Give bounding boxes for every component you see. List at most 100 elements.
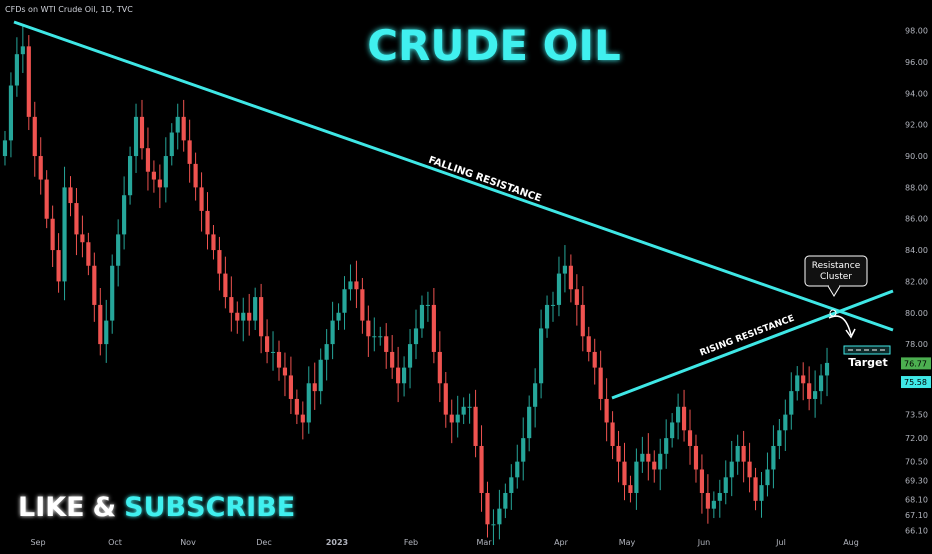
candle-body [664,438,669,454]
candle-body [795,375,800,392]
candle-body [300,414,305,423]
candle [741,430,746,483]
candle-body [437,351,442,384]
candle-body [50,218,55,251]
candle [122,176,127,250]
candle-body [211,234,216,251]
time-axis: Sep Oct Nov Dec 2023 Feb Mar Apr May Jun Jul Aug [30,538,858,547]
candle [187,119,192,183]
candle [312,362,317,410]
candle [110,254,115,334]
candle [288,356,293,414]
candle [223,256,228,309]
candle-body [68,187,73,204]
candle [80,215,85,258]
candle-body [491,524,496,526]
candle [193,152,198,201]
candle [354,260,359,309]
candle-body [550,304,556,306]
candle-body [366,320,371,337]
candle-body [527,406,532,439]
candle [169,123,174,166]
candle [789,372,794,430]
candle-body [193,163,198,188]
candle-body [473,406,478,446]
candle [318,348,323,405]
candle-body [455,414,460,423]
candle [676,393,681,440]
candle [622,442,627,501]
price-tick-label: 80.00 [905,309,928,318]
candle [550,291,556,322]
candle [407,329,413,389]
candle-body [217,250,222,274]
candle-body [807,383,812,399]
candle [610,411,615,460]
candle [270,331,276,371]
time-tick-label: Mar [476,538,492,547]
candle [360,277,365,334]
candle [300,401,305,440]
candle-body [312,383,317,392]
price-tick-label: 67.10 [905,511,928,520]
candle-body [467,406,472,408]
candle [330,301,335,360]
candle [217,236,222,291]
candle [205,192,210,250]
symbol-header: CFDs on WTI Crude Oil, 1D, TVC [5,5,133,14]
candle [515,444,520,489]
candle-body [74,203,79,235]
like-subscribe-banner[interactable]: LIKE & SUBSCRIBE [18,492,295,523]
candle-body [241,312,246,321]
candle [348,264,353,301]
candle [372,317,377,352]
candle [366,305,371,357]
candle [181,99,186,152]
candle [616,430,621,483]
candle-body [646,453,651,462]
candle [32,101,37,177]
candle-body [765,469,770,486]
candle [306,366,311,434]
candle-body [610,422,615,446]
candle-body [288,375,293,399]
candle-body [122,195,127,235]
like-text: LIKE [18,492,85,523]
candle [157,164,162,209]
candle [175,103,180,150]
price-tick-label: 96.00 [905,58,928,67]
candle [127,146,133,205]
candle-body [157,179,162,188]
time-tick-label: Apr [554,538,569,547]
candle-body [127,156,133,196]
candle-body [306,383,311,423]
candle [699,454,705,514]
candle [765,452,770,497]
falling-resistance-line[interactable] [13,20,894,332]
candle-body [759,485,764,501]
candle-body [276,351,282,368]
candle-body [723,477,728,493]
price-tags: 76.77 75.58 [901,357,931,389]
candle [568,254,573,303]
candle [235,301,240,334]
candle-body [175,116,180,133]
candle [294,389,299,425]
resistance-cluster-label-line1: Resistance [812,261,861,271]
candle [44,170,49,229]
candle [455,395,460,438]
rising-resistance-line[interactable] [611,289,894,400]
candle [229,276,234,332]
candle [723,460,728,505]
candle-body [384,336,389,352]
resistance-cluster-label-line2: Cluster [820,272,852,282]
candle-body [205,210,210,235]
price-tick-label: 86.00 [905,215,928,224]
candle [241,297,246,342]
candle-body [14,54,19,86]
price-tag-label: 76.77 [904,359,927,368]
candle-body [818,375,824,392]
candle [586,326,591,362]
time-tick-label: Sep [30,538,45,547]
